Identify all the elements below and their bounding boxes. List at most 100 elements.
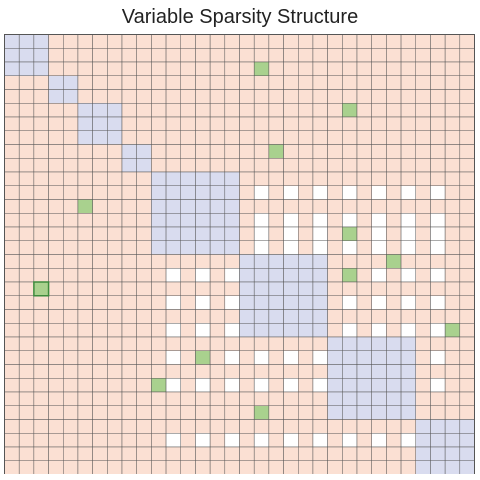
matrix-cell-r13-c24	[356, 213, 372, 228]
matrix-cell-r1-c22	[327, 48, 343, 63]
matrix-cell-r16-c10	[151, 254, 167, 269]
matrix-cell-r21-c15	[224, 323, 240, 338]
matrix-cell-r26-c12	[180, 391, 196, 406]
matrix-cell-r2-c29	[430, 61, 446, 76]
matrix-cell-r21-c5	[77, 323, 93, 338]
matrix-cell-r9-c27	[400, 158, 416, 173]
matrix-cell-r6-c30	[444, 116, 461, 131]
matrix-cell-r6-c29	[430, 116, 446, 131]
matrix-cell-r26-c0	[4, 391, 20, 406]
matrix-cell-r23-c24	[356, 350, 372, 365]
matrix-cell-r14-c28	[415, 226, 431, 241]
matrix-cell-r0-c21	[312, 34, 328, 49]
matrix-cell-r27-c9	[136, 405, 152, 420]
matrix-cell-r8-c2	[33, 144, 49, 159]
matrix-cell-r21-c28	[415, 323, 431, 338]
matrix-cell-r16-c0	[4, 254, 20, 269]
matrix-cell-r6-c16	[239, 116, 255, 131]
matrix-cell-r24-c13	[195, 364, 211, 379]
matrix-cell-r11-c4	[63, 185, 79, 200]
matrix-cell-r27-c14	[209, 405, 226, 420]
matrix-cell-r22-c28	[415, 336, 431, 351]
matrix-cell-r6-c7	[107, 116, 123, 131]
matrix-cell-r27-c31	[459, 405, 475, 420]
matrix-cell-r27-c15	[224, 405, 240, 420]
matrix-cell-r17-c4	[63, 268, 79, 283]
matrix-cell-r31-c14	[209, 460, 226, 474]
matrix-cell-r15-c17	[253, 240, 270, 255]
matrix-cell-r5-c12	[180, 103, 196, 118]
matrix-cell-r21-c29	[430, 323, 446, 338]
matrix-cell-r5-c0	[4, 103, 20, 118]
matrix-cell-r4-c31	[459, 89, 475, 104]
matrix-cell-r22-c23	[342, 336, 358, 351]
matrix-cell-r10-c3	[48, 171, 64, 186]
matrix-cell-r9-c13	[195, 158, 211, 173]
matrix-cell-r8-c17	[253, 144, 270, 159]
matrix-cell-r21-c3	[48, 323, 64, 338]
matrix-cell-r6-c31	[459, 116, 475, 131]
matrix-cell-r12-c8	[121, 199, 137, 214]
matrix-cell-r21-c23	[342, 323, 358, 338]
matrix-cell-r30-c6	[92, 446, 108, 461]
matrix-cell-r2-c27	[400, 61, 416, 76]
matrix-cell-r28-c24	[356, 419, 372, 434]
matrix-cell-r7-c13	[195, 130, 211, 145]
matrix-cell-r13-c11	[165, 213, 181, 228]
matrix-cell-r22-c25	[371, 336, 387, 351]
matrix-cell-r28-c12	[180, 419, 196, 434]
matrix-cell-r16-c14	[209, 254, 226, 269]
matrix-cell-r23-c28	[415, 350, 431, 365]
matrix-cell-r15-c1	[18, 240, 35, 255]
matrix-cell-r4-c25	[371, 89, 387, 104]
matrix-cell-r11-c13	[195, 185, 211, 200]
matrix-cell-r30-c9	[136, 446, 152, 461]
matrix-cell-r13-c30	[444, 213, 461, 228]
matrix-cell-r14-c17	[253, 226, 270, 241]
matrix-cell-r30-c14	[209, 446, 226, 461]
matrix-cell-r0-c13	[195, 34, 211, 49]
matrix-cell-r7-c26	[386, 130, 402, 145]
matrix-cell-r14-c18	[268, 226, 284, 241]
matrix-cell-r6-c20	[298, 116, 314, 131]
matrix-cell-r27-c12	[180, 405, 196, 420]
matrix-cell-r15-c13	[195, 240, 211, 255]
matrix-cell-r18-c11	[165, 281, 181, 296]
matrix-cell-r25-c16	[239, 378, 255, 393]
matrix-cell-r3-c14	[209, 75, 226, 90]
matrix-cell-r12-c14	[209, 199, 226, 214]
matrix-cell-r6-c3	[48, 116, 64, 131]
matrix-cell-r28-c3	[48, 419, 64, 434]
matrix-cell-r14-c20	[298, 226, 314, 241]
matrix-cell-r27-c3	[48, 405, 64, 420]
matrix-cell-r20-c22	[327, 309, 343, 324]
matrix-cell-r15-c11	[165, 240, 181, 255]
matrix-cell-r24-c29	[430, 364, 446, 379]
matrix-cell-r21-c13	[195, 323, 211, 338]
matrix-cell-r16-c24	[356, 254, 372, 269]
matrix-cell-r22-c14	[209, 336, 226, 351]
matrix-cell-r5-c18	[268, 103, 284, 118]
matrix-cell-r10-c13	[195, 171, 211, 186]
matrix-cell-r6-c2	[33, 116, 49, 131]
matrix-cell-r12-c0	[4, 199, 20, 214]
matrix-cell-r13-c10	[151, 213, 167, 228]
matrix-cell-r29-c18	[268, 433, 284, 448]
matrix-cell-r7-c19	[283, 130, 299, 145]
matrix-cell-r18-c21	[312, 281, 328, 296]
matrix-cell-r30-c31	[459, 446, 475, 461]
matrix-cell-r2-c10	[151, 61, 167, 76]
matrix-cell-r11-c15	[224, 185, 240, 200]
matrix-cell-r4-c23	[342, 89, 358, 104]
matrix-cell-r14-c6	[92, 226, 108, 241]
matrix-cell-r16-c29	[430, 254, 446, 269]
matrix-cell-r10-c7	[107, 171, 123, 186]
matrix-cell-r16-c9	[136, 254, 152, 269]
matrix-cell-r11-c17	[253, 185, 270, 200]
matrix-cell-r30-c17	[253, 446, 270, 461]
matrix-cell-r12-c16	[239, 199, 255, 214]
matrix-cell-r31-c17	[253, 460, 270, 474]
matrix-cell-r9-c15	[224, 158, 240, 173]
matrix-cell-r25-c6	[92, 378, 108, 393]
matrix-cell-r30-c27	[400, 446, 416, 461]
